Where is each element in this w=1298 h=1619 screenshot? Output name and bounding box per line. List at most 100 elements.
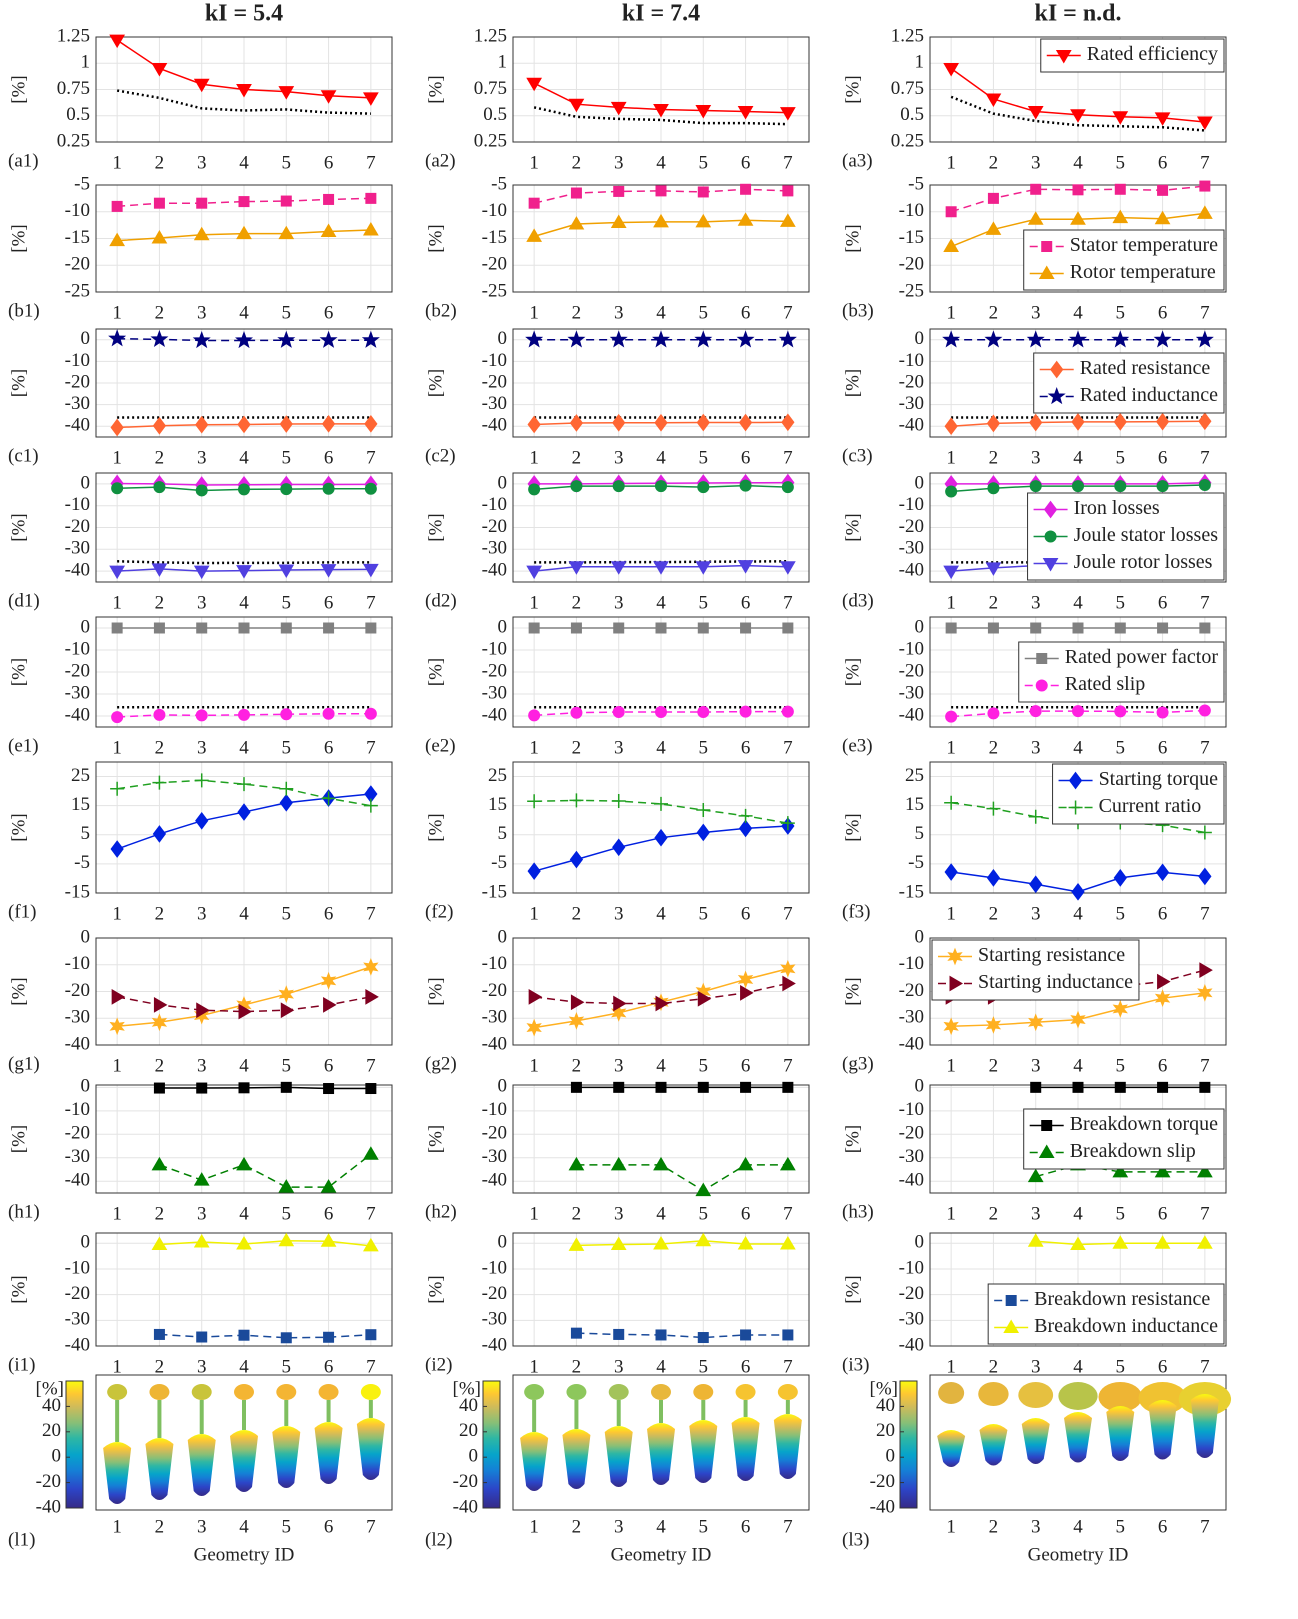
legend-box [1052, 763, 1225, 825]
x-tick-label: 7 [366, 737, 376, 758]
y-tick-label: 0.25 [57, 130, 90, 151]
x-tick-label: 1 [112, 302, 122, 323]
marker [1070, 109, 1086, 123]
marker [525, 330, 544, 348]
y-tick-label: -30 [899, 1146, 924, 1167]
legend-marker [1050, 360, 1064, 379]
marker [738, 413, 753, 432]
x-tick-label: 2 [572, 737, 582, 758]
marker [236, 225, 252, 240]
y-tick-label: -15 [65, 227, 90, 248]
marker [527, 862, 541, 881]
marker [612, 838, 626, 857]
x-tick-label: 6 [1158, 1356, 1168, 1377]
x-tick-label: 1 [529, 1203, 539, 1224]
plot-frame [512, 472, 810, 583]
y-tick-label: -30 [65, 393, 90, 414]
marker [567, 330, 586, 348]
marker [111, 482, 124, 495]
marker [1199, 622, 1211, 634]
legend-label: Rated power factor [1065, 646, 1219, 668]
marker [613, 1328, 625, 1340]
x-tick-label: 1 [112, 903, 122, 924]
marker [151, 563, 168, 577]
x-tick-label: 4 [1073, 1055, 1083, 1076]
slot-body [1106, 1406, 1135, 1461]
x-tick-label: 4 [656, 737, 666, 758]
marker [323, 997, 337, 1013]
marker [944, 795, 959, 810]
marker [653, 213, 669, 228]
marker [320, 564, 337, 578]
marker [1072, 480, 1084, 493]
x-tick-label: 2 [989, 1516, 999, 1537]
marker [737, 1156, 754, 1171]
y-tick-label: 0 [915, 616, 925, 637]
slot-head [1018, 1382, 1054, 1408]
y-tick-label: -30 [482, 538, 507, 559]
y-tick-label: 1 [498, 52, 508, 73]
legend-marker [1005, 1295, 1017, 1306]
legend-label: Rated inductance [1080, 384, 1218, 406]
marker [737, 1236, 754, 1250]
colorbar-label: [%] [36, 1378, 64, 1399]
y-tick-label: -20 [899, 1283, 924, 1304]
y-tick-label: 0.5 [66, 104, 90, 125]
y-tick-label: -30 [65, 538, 90, 559]
marker [987, 192, 999, 204]
marker [782, 622, 794, 634]
marker [1154, 1163, 1171, 1178]
x-tick-label: 5 [699, 1055, 709, 1076]
slot-body [1148, 1400, 1177, 1460]
x-tick-label: 3 [197, 447, 207, 468]
slot-body [604, 1426, 633, 1487]
y-tick-label: -40 [899, 1170, 924, 1191]
marker [1070, 211, 1086, 225]
marker [236, 1236, 252, 1250]
marker [696, 823, 710, 842]
marker [570, 1327, 582, 1339]
marker [111, 988, 126, 1005]
marker [196, 1002, 210, 1019]
x-tick-label: 3 [197, 1516, 207, 1537]
y-tick-label: 0 [915, 328, 925, 349]
marker [362, 221, 379, 236]
marker [570, 480, 583, 493]
x-tick-label: 7 [1200, 1516, 1210, 1537]
plot-frame [512, 36, 810, 143]
y-axis-label: [%] [8, 1125, 29, 1153]
y-axis-label: [%] [842, 813, 863, 841]
marker [1114, 480, 1127, 493]
x-tick-label: 3 [1031, 1055, 1041, 1076]
x-tick-label: 5 [282, 903, 292, 924]
x-tick-label: 1 [529, 903, 539, 924]
legend-marker [1068, 771, 1083, 790]
colorbar-tick-label: -20 [453, 1471, 478, 1492]
y-tick-label: -10 [482, 350, 507, 371]
plot-frame [929, 328, 1227, 438]
y-tick-label: -5 [908, 173, 924, 194]
panel-label: (e2) [425, 735, 456, 756]
x-tick-label: 5 [1116, 903, 1126, 924]
panel-label: (d2) [425, 590, 457, 611]
column-title: kI = 7.4 [622, 1, 700, 27]
x-axis-label: Geometry ID [194, 1544, 295, 1565]
legend: Rated efficiency [1040, 38, 1225, 73]
x-tick-label: 4 [1073, 1203, 1083, 1224]
slot-body [103, 1442, 132, 1504]
marker [986, 869, 1001, 887]
marker [526, 77, 543, 92]
marker [697, 622, 709, 634]
legend: Rated power factor Rated slip [1018, 641, 1225, 703]
x-tick-label: 4 [239, 302, 249, 323]
x-tick-label: 7 [783, 152, 793, 173]
marker [738, 819, 753, 838]
x-tick-label: 1 [529, 152, 539, 173]
marker [322, 482, 335, 495]
y-tick-label: -10 [482, 200, 507, 221]
plot-frame [95, 1232, 393, 1347]
y-tick-label: -25 [65, 280, 90, 301]
marker [321, 791, 336, 806]
marker [1114, 622, 1126, 634]
